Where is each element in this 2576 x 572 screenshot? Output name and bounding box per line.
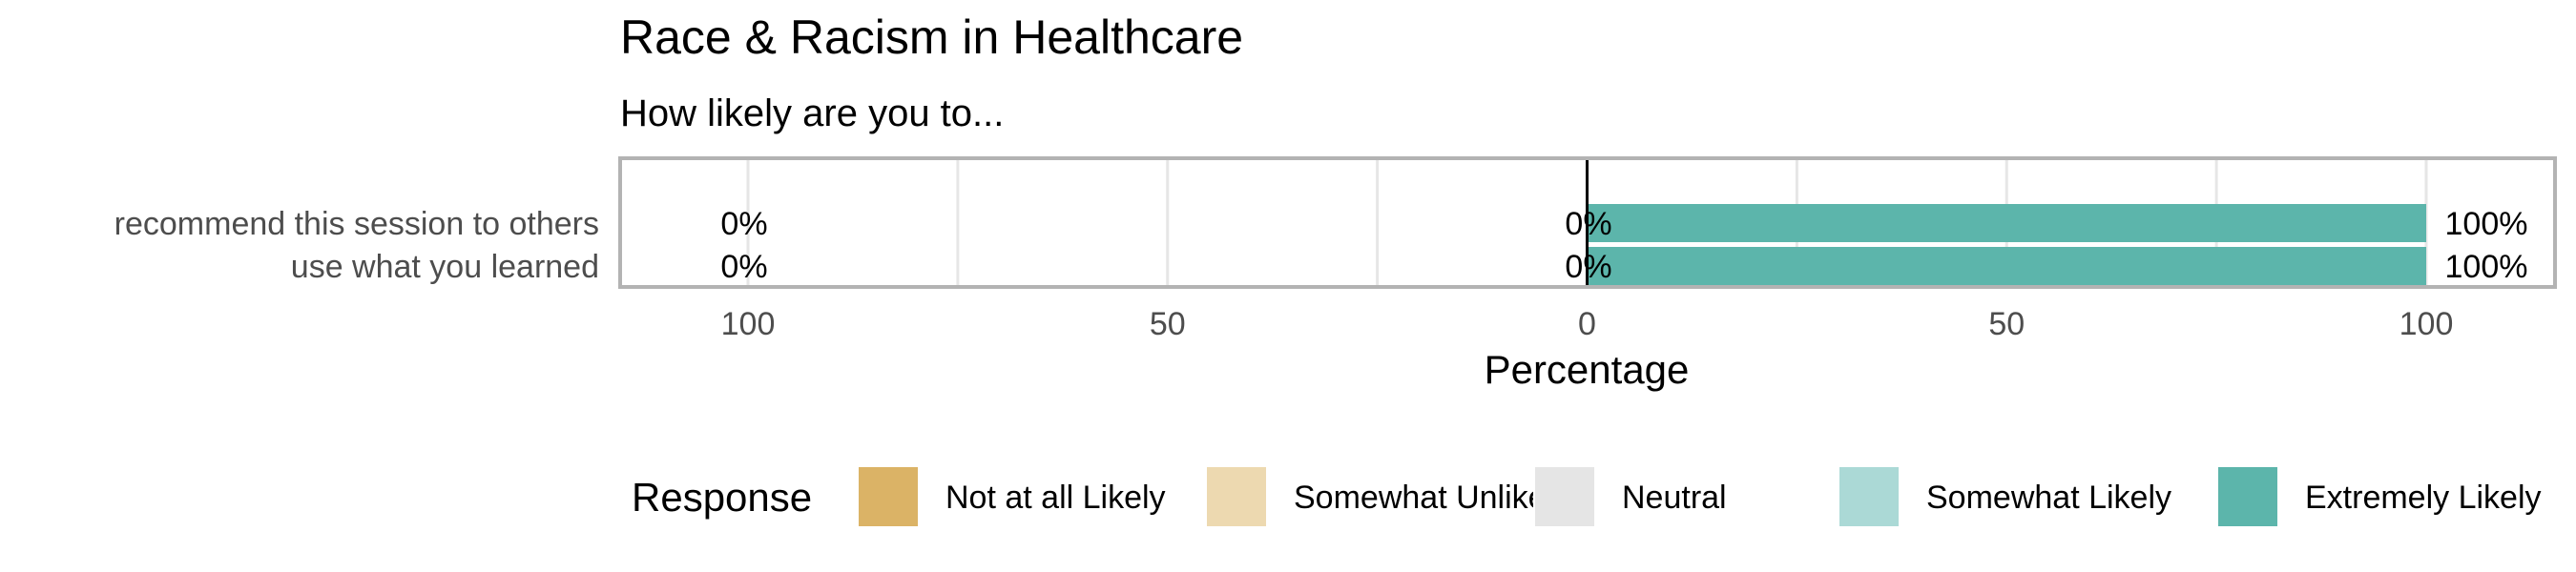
bar-labels: 0% 0% 0% 0% 100% 100% <box>720 206 2527 285</box>
y-tick-labels: recommend this session to others use what… <box>114 206 599 285</box>
legend-label: Somewhat Likely <box>1926 480 2171 516</box>
x-tick-label: 100 <box>2399 306 2454 342</box>
legend: Response Not at all Likely Somewhat Unlik… <box>632 465 2542 528</box>
bar-label-positive: 100% <box>2445 249 2528 285</box>
bar-label-negative: 0% <box>720 206 767 242</box>
legend-key <box>2216 465 2279 528</box>
x-tick-labels: 100 50 0 50 100 <box>721 306 2454 342</box>
x-tick-label: 0 <box>1578 306 1596 342</box>
legend-key <box>1205 465 1268 528</box>
bar-label-neutral: 0% <box>1565 206 1611 242</box>
legend-label: Neutral <box>1622 480 1727 516</box>
bar-label-neutral: 0% <box>1565 249 1611 285</box>
legend-key <box>1533 465 1596 528</box>
legend-label: Extremely Likely <box>2305 480 2542 516</box>
legend-label: Somewhat Unlikely <box>1294 480 1569 516</box>
chart-subtitle: How likely are you to... <box>620 92 1004 134</box>
x-tick-label: 100 <box>721 306 776 342</box>
x-axis-label: Percentage <box>1485 347 1690 392</box>
bar-label-positive: 100% <box>2445 206 2528 242</box>
bar-segment <box>1587 204 2426 242</box>
x-tick-label: 50 <box>1150 306 1186 342</box>
chart-title: Race & Racism in Healthcare <box>620 10 1243 64</box>
y-tick-label: recommend this session to others <box>114 206 599 242</box>
legend-key <box>857 465 920 528</box>
legend-title: Response <box>632 475 812 520</box>
panel-border-group <box>618 156 2557 289</box>
legend-key <box>1838 465 1901 528</box>
bar-label-negative: 0% <box>720 249 767 285</box>
panel-border <box>618 156 2557 289</box>
bars <box>1587 204 2426 285</box>
legend-label: Not at all Likely <box>945 480 1166 516</box>
x-tick-label: 50 <box>1988 306 2025 342</box>
bar-segment <box>1587 247 2426 285</box>
y-tick-label: use what you learned <box>291 249 599 285</box>
